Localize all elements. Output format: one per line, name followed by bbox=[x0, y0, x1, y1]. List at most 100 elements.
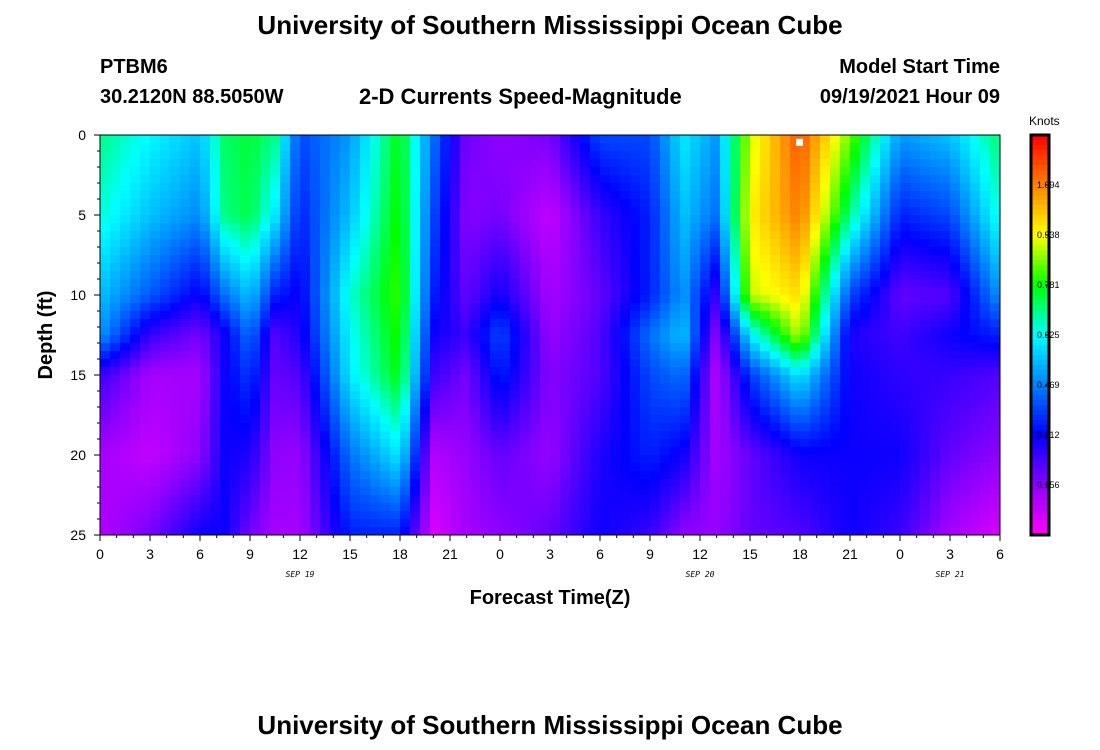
heatmap-cell bbox=[150, 471, 161, 480]
heatmap-cell bbox=[790, 471, 801, 480]
heatmap-cell bbox=[980, 383, 991, 392]
heatmap-cell bbox=[540, 415, 551, 424]
heatmap-cell bbox=[840, 367, 851, 376]
heatmap-cell bbox=[200, 239, 211, 248]
heatmap-cell bbox=[100, 159, 111, 168]
heatmap-cell bbox=[850, 151, 861, 160]
heatmap-cell bbox=[760, 399, 771, 408]
heatmap-cell bbox=[730, 247, 741, 256]
heatmap-cell bbox=[360, 511, 371, 520]
heatmap-cell bbox=[430, 415, 441, 424]
heatmap-cell bbox=[340, 367, 351, 376]
heatmap-cell bbox=[390, 359, 401, 368]
heatmap-cell bbox=[950, 479, 961, 488]
heatmap-cell bbox=[830, 391, 841, 400]
heatmap-cell bbox=[260, 519, 271, 528]
heatmap-cell bbox=[460, 199, 471, 208]
heatmap-cell bbox=[980, 351, 991, 360]
heatmap-cell bbox=[670, 367, 681, 376]
heatmap-cell bbox=[550, 455, 561, 464]
heatmap-cell bbox=[500, 519, 511, 528]
heatmap-cell bbox=[730, 295, 741, 304]
heatmap-cell bbox=[590, 431, 601, 440]
heatmap-cell bbox=[780, 167, 791, 176]
heatmap-cell bbox=[300, 439, 311, 448]
heatmap-cell bbox=[220, 207, 231, 216]
heatmap-cell bbox=[360, 375, 371, 384]
heatmap-cell bbox=[760, 279, 771, 288]
heatmap-cell bbox=[320, 207, 331, 216]
heatmap-cell bbox=[730, 199, 741, 208]
heatmap-cell bbox=[750, 359, 761, 368]
heatmap-cell bbox=[140, 159, 151, 168]
heatmap-cell bbox=[800, 519, 811, 528]
heatmap-cell bbox=[670, 335, 681, 344]
heatmap-cell bbox=[520, 471, 531, 480]
heatmap-cell bbox=[800, 471, 811, 480]
heatmap-cell bbox=[510, 383, 521, 392]
colorbar-tick-label: 0.938 bbox=[1037, 230, 1060, 240]
heatmap-cell bbox=[150, 343, 161, 352]
heatmap-cell bbox=[410, 215, 421, 224]
heatmap-cell bbox=[230, 159, 241, 168]
heatmap-cell bbox=[860, 519, 871, 528]
heatmap-cell bbox=[500, 479, 511, 488]
heatmap-cell bbox=[470, 335, 481, 344]
heatmap-cell bbox=[290, 279, 301, 288]
heatmap-cell bbox=[780, 407, 791, 416]
heatmap-cell bbox=[690, 447, 701, 456]
heatmap-cell bbox=[760, 519, 771, 528]
heatmap-cell bbox=[410, 271, 421, 280]
heatmap-cell bbox=[880, 279, 891, 288]
heatmap-cell bbox=[760, 223, 771, 232]
heatmap-cell bbox=[620, 367, 631, 376]
heatmap-cell bbox=[790, 183, 801, 192]
heatmap-cell bbox=[170, 463, 181, 472]
heatmap-cell bbox=[420, 463, 431, 472]
heatmap-cell bbox=[230, 271, 241, 280]
heatmap-cell bbox=[370, 375, 381, 384]
heatmap-cell bbox=[410, 527, 421, 535]
heatmap-cell bbox=[830, 271, 841, 280]
heatmap-cell bbox=[680, 367, 691, 376]
heatmap-cell bbox=[120, 175, 131, 184]
heatmap-cell bbox=[100, 143, 111, 152]
heatmap-cell bbox=[540, 207, 551, 216]
colorbar-band bbox=[1031, 370, 1049, 376]
heatmap-cell bbox=[720, 455, 731, 464]
heatmap-cell bbox=[850, 239, 861, 248]
heatmap-cell bbox=[780, 215, 791, 224]
heatmap-cell bbox=[320, 279, 331, 288]
heatmap-cell bbox=[750, 471, 761, 480]
heatmap-cell bbox=[940, 335, 951, 344]
heatmap-cell bbox=[940, 223, 951, 232]
colorbar-band bbox=[1031, 215, 1049, 221]
heatmap-cell bbox=[250, 215, 261, 224]
heatmap-cell bbox=[460, 247, 471, 256]
heatmap-cell bbox=[960, 247, 971, 256]
heatmap-cell bbox=[160, 255, 171, 264]
heatmap-cell bbox=[370, 223, 381, 232]
heatmap-cell bbox=[970, 303, 981, 312]
heatmap-cell bbox=[450, 463, 461, 472]
heatmap-cell bbox=[950, 511, 961, 520]
heatmap-cell bbox=[210, 407, 221, 416]
heatmap-cell bbox=[500, 399, 511, 408]
heatmap-cell bbox=[230, 183, 241, 192]
heatmap-cell bbox=[630, 367, 641, 376]
heatmap-cell bbox=[580, 487, 591, 496]
heatmap-cell bbox=[710, 263, 721, 272]
heatmap-cell bbox=[910, 399, 921, 408]
heatmap-cell bbox=[210, 207, 221, 216]
heatmap-cell bbox=[810, 455, 821, 464]
heatmap-cell bbox=[320, 399, 331, 408]
heatmap-cell bbox=[560, 279, 571, 288]
heatmap-cell bbox=[970, 143, 981, 152]
heatmap-cell bbox=[240, 191, 251, 200]
heatmap-cell bbox=[720, 263, 731, 272]
heatmap-cell bbox=[120, 207, 131, 216]
heatmap-cell bbox=[890, 143, 901, 152]
heatmap-cell bbox=[590, 407, 601, 416]
heatmap-cell bbox=[620, 303, 631, 312]
heatmap-cell bbox=[700, 151, 711, 160]
